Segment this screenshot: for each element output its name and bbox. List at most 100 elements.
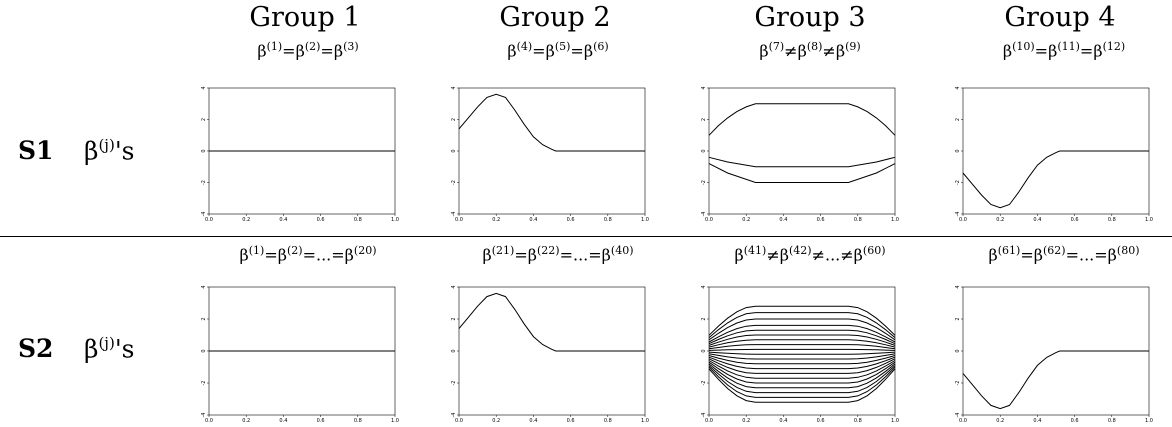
x-tick-label: 0.2 xyxy=(996,217,1004,223)
x-tick-label: 0.2 xyxy=(996,418,1004,424)
equation-superscript: (2) xyxy=(286,244,303,257)
equation-superscript: (10) xyxy=(1012,40,1035,53)
series-line xyxy=(708,312,896,338)
equation-superscript: (4) xyxy=(516,40,533,53)
equation-s1-group3: β(7)≠β(8)≠β(9) xyxy=(690,40,930,60)
series-line xyxy=(708,324,896,343)
y-tick-label: 2 xyxy=(701,317,707,320)
x-tick-label: 0.4 xyxy=(529,418,537,424)
x-tick-label: 1.0 xyxy=(391,418,399,424)
y-tick-label: 4 xyxy=(201,86,207,89)
equation-token: β xyxy=(759,41,769,61)
equation-s2-group3: β(41)≠β(42)≠...≠β(60) xyxy=(690,244,930,264)
series-line xyxy=(708,318,896,341)
x-tick-label: 0.4 xyxy=(279,418,287,424)
equation-token: β xyxy=(1107,245,1117,265)
equation-token: = xyxy=(514,245,528,265)
equation-token: β xyxy=(344,245,354,265)
equation-token: =...= xyxy=(302,245,345,265)
series-line xyxy=(708,305,896,336)
x-tick-label: 0.8 xyxy=(1108,217,1116,223)
x-tick-label: 0.4 xyxy=(1033,418,1041,424)
equation-token: β xyxy=(1093,41,1103,61)
row-label-s2: S2 xyxy=(18,334,54,363)
x-tick-label: 0.0 xyxy=(205,418,213,424)
equation-superscript: (7) xyxy=(768,40,785,53)
equation-token: β xyxy=(835,41,846,61)
equation-superscript: (8) xyxy=(806,40,823,53)
x-tick-label: 0.2 xyxy=(242,418,250,424)
equation-superscript: (60) xyxy=(862,244,886,257)
equation-token: β xyxy=(482,245,492,265)
y-tick-label: -2 xyxy=(451,180,457,185)
series-line xyxy=(708,368,896,403)
equation-token: β xyxy=(333,41,344,61)
equation-token: = xyxy=(1020,245,1034,265)
equation-s1-group4: β(10)=β(11)=β(12) xyxy=(944,40,1172,60)
chart-panel-s1-group1: 0.0 0.2 0.4 0.6 0.8 1.0 -4 -2 0 2 4 xyxy=(201,86,399,223)
equation-token: β xyxy=(239,245,249,265)
equation-token: β xyxy=(988,245,998,265)
y-tick-label: 2 xyxy=(701,118,707,121)
equation-superscript: (62) xyxy=(1042,244,1066,257)
series-line xyxy=(708,353,896,360)
equation-superscript: (3) xyxy=(343,40,359,53)
beta-label-s2: β(j)'s xyxy=(84,334,135,364)
x-tick-label: 0.8 xyxy=(604,418,612,424)
x-tick-label: 0.4 xyxy=(1033,217,1041,223)
x-tick-label: 0.0 xyxy=(205,217,213,223)
beta-label-s1: β(j)'s xyxy=(84,136,135,166)
equation-token: = xyxy=(532,41,546,61)
equation-token: ≠...≠ xyxy=(811,245,854,265)
x-tick-label: 1.0 xyxy=(1145,217,1153,223)
equation-token: β xyxy=(583,41,594,61)
x-tick-label: 0.8 xyxy=(854,217,862,223)
series-line xyxy=(708,339,896,348)
equation-superscript: (40) xyxy=(610,244,634,257)
x-tick-label: 0.2 xyxy=(492,418,500,424)
series-line xyxy=(962,150,1149,209)
chart-panel-s2-group1: 0.0 0.2 0.4 0.6 0.8 1.0 -4 -2 0 2 4 xyxy=(201,285,399,424)
y-tick-label: -2 xyxy=(451,381,457,386)
y-tick-label: -2 xyxy=(701,180,707,185)
equation-token: = xyxy=(570,41,584,61)
y-tick-label: 4 xyxy=(201,285,207,288)
x-tick-label: 0.6 xyxy=(317,217,325,223)
x-tick-label: 0.4 xyxy=(779,217,787,223)
y-tick-label: -4 xyxy=(955,413,961,418)
y-tick-label: 0 xyxy=(201,349,207,352)
series-line xyxy=(708,329,896,345)
equation-token: =...= xyxy=(1065,245,1108,265)
chart-panel-s1-group3: 0.0 0.2 0.4 0.6 0.8 1.0 -4 -2 0 2 4 xyxy=(701,86,899,223)
x-tick-label: 0.8 xyxy=(354,217,362,223)
equation-token: β xyxy=(295,41,305,61)
equation-superscript: (21) xyxy=(491,244,515,257)
y-tick-label: 0 xyxy=(955,349,961,352)
equation-token: = xyxy=(1079,41,1094,61)
x-tick-label: 0.0 xyxy=(959,217,967,223)
y-tick-label: 0 xyxy=(451,149,457,152)
equation-s1-group1: β(1)=β(2)=β(3) xyxy=(188,40,428,60)
group-title-1: Group 1 xyxy=(249,2,361,33)
y-tick-label: -2 xyxy=(701,381,707,386)
equation-token: = xyxy=(282,41,296,61)
series-line xyxy=(962,350,1149,410)
chart-panel-s1-group4: 0.0 0.2 0.4 0.6 0.8 1.0 -4 -2 0 2 4 xyxy=(955,86,1153,223)
equation-token: β xyxy=(1048,41,1058,61)
x-tick-label: 0.6 xyxy=(317,418,325,424)
equation-superscript: (12) xyxy=(1102,40,1126,53)
x-tick-label: 0.0 xyxy=(455,217,463,223)
equation-superscript: (5) xyxy=(554,40,571,53)
x-tick-label: 0.8 xyxy=(354,418,362,424)
equation-superscript: (80) xyxy=(1116,244,1140,257)
series-line xyxy=(708,103,896,136)
equation-token: ≠ xyxy=(766,245,780,265)
series-line xyxy=(458,292,645,352)
y-tick-label: 4 xyxy=(701,285,707,288)
equation-superscript: (61) xyxy=(997,244,1021,257)
equation-token: β xyxy=(507,41,517,61)
equation-token: ≠ xyxy=(822,41,836,61)
y-tick-label: 0 xyxy=(701,149,707,152)
x-tick-label: 0.2 xyxy=(742,217,750,223)
series-line xyxy=(708,351,896,355)
